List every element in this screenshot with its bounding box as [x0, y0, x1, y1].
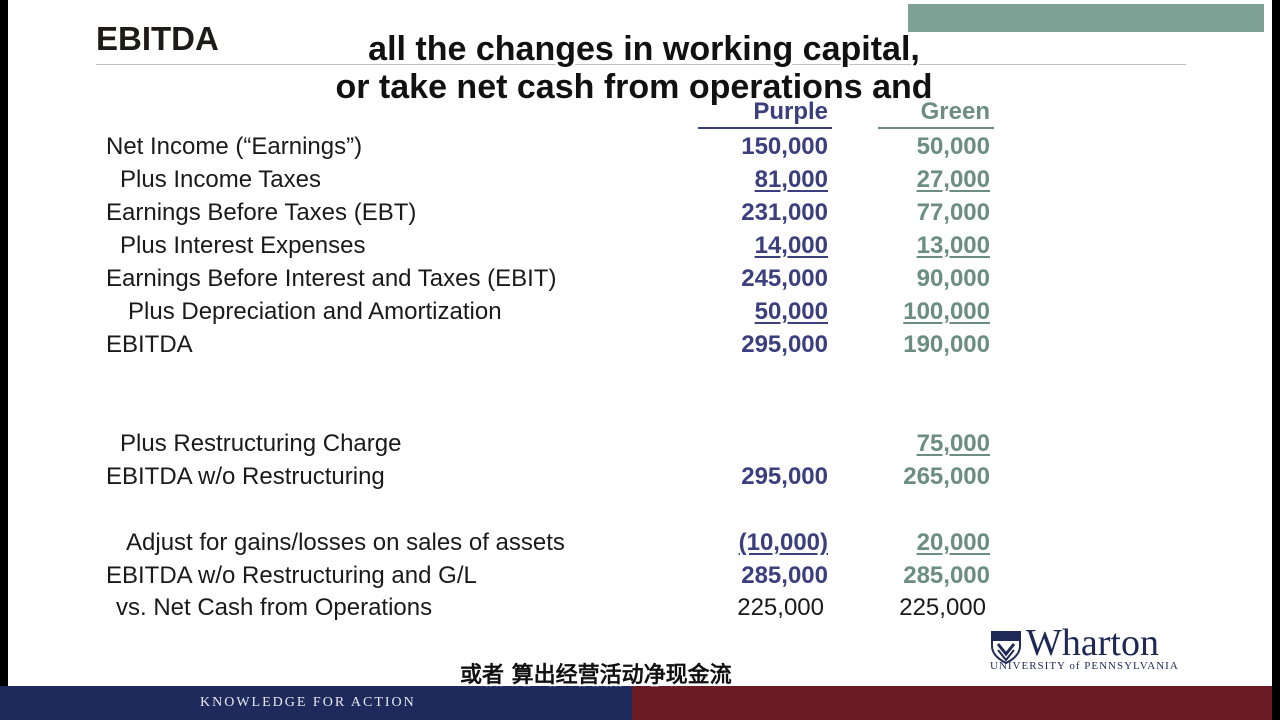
- green-value: 75,000: [916, 430, 990, 457]
- green-value: 285,000: [903, 562, 990, 589]
- table-row: Earnings Before Taxes (EBT) 231,000 77,0…: [8, 197, 1272, 229]
- green-value: 90,000: [916, 265, 990, 292]
- caption-line-2: or take net cash from operations and: [335, 68, 933, 106]
- slide-title: EBITDA: [96, 20, 219, 57]
- green-value: 265,000: [903, 463, 990, 490]
- table-row: Plus Restructuring Charge 75,000: [8, 428, 1272, 460]
- row-label: EBITDA w/o Restructuring and G/L: [106, 562, 477, 589]
- table-row: Adjust for gains/losses on sales of asse…: [8, 527, 1272, 559]
- subtitle-chinese: 或者 算出经营活动净现金流: [460, 663, 732, 688]
- watermark-badge: [908, 4, 1264, 32]
- column-header-rule-green: [878, 127, 994, 129]
- green-value: 20,000: [916, 529, 990, 556]
- purple-value: 150,000: [741, 133, 828, 160]
- column-header-purple: Purple: [753, 98, 828, 125]
- table-row: vs. Net Cash from Operations 225,000 225…: [8, 592, 1272, 624]
- column-header-rule-purple: [698, 127, 832, 129]
- caption-line-1: all the changes in working capital,: [368, 30, 920, 68]
- row-label: EBITDA: [106, 331, 193, 358]
- green-value: 27,000: [916, 166, 990, 193]
- table-row: EBITDA 295,000 190,000: [8, 329, 1272, 361]
- row-label: vs. Net Cash from Operations: [116, 594, 433, 621]
- purple-value: 231,000: [741, 199, 828, 226]
- title-divider: [96, 64, 1186, 65]
- green-value: 100,000: [903, 298, 990, 325]
- green-value: 225,000: [899, 594, 986, 621]
- purple-value: 225,000: [737, 594, 824, 621]
- table-row: Net Income (“Earnings”) 150,000 50,000: [8, 131, 1272, 163]
- green-value: 13,000: [916, 232, 990, 259]
- purple-value: 285,000: [741, 562, 828, 589]
- row-label: Plus Depreciation and Amortization: [128, 298, 502, 325]
- row-label: Earnings Before Interest and Taxes (EBIT…: [106, 265, 557, 292]
- footer-bar-navy: [0, 686, 632, 720]
- logo-subtitle: UNIVERSITY of PENNSYLVANIA: [990, 660, 1179, 672]
- row-label: Net Income (“Earnings”): [106, 133, 363, 160]
- row-label: Plus Income Taxes: [120, 166, 321, 193]
- wharton-logo: Wharton UNIVERSITY of PENNSYLVANIA: [990, 622, 1200, 674]
- row-label: Earnings Before Taxes (EBT): [106, 199, 417, 226]
- row-label: EBITDA w/o Restructuring: [106, 463, 385, 490]
- row-label: Plus Restructuring Charge: [120, 430, 402, 457]
- column-header-green: Green: [920, 98, 990, 125]
- purple-value: 295,000: [741, 331, 828, 358]
- table-row: Earnings Before Interest and Taxes (EBIT…: [8, 263, 1272, 295]
- table-row: Plus Depreciation and Amortization 50,00…: [8, 296, 1272, 328]
- purple-value: 295,000: [741, 463, 828, 490]
- purple-value: (10,000): [738, 529, 828, 556]
- slide: EBITDA Purple Green Net Income (“Earning…: [8, 0, 1272, 720]
- table-row: Plus Income Taxes 81,000 27,000: [8, 164, 1272, 196]
- table-row: EBITDA w/o Restructuring 295,000 265,000: [8, 461, 1272, 493]
- footer-bar-maroon: [632, 686, 1272, 720]
- purple-value: 50,000: [754, 298, 828, 325]
- table-row: Plus Interest Expenses 14,000 13,000: [8, 230, 1272, 262]
- row-label: Adjust for gains/losses on sales of asse…: [126, 529, 565, 556]
- table-row: EBITDA w/o Restructuring and G/L 285,000…: [8, 560, 1272, 592]
- purple-value: 14,000: [754, 232, 828, 259]
- green-value: 50,000: [916, 133, 990, 160]
- green-value: 190,000: [903, 331, 990, 358]
- footer-tagline: KNOWLEDGE FOR ACTION: [200, 695, 416, 710]
- row-label: Plus Interest Expenses: [120, 232, 366, 259]
- green-value: 77,000: [916, 199, 990, 226]
- wharton-shield-icon: [991, 631, 1021, 664]
- logo-wordmark: Wharton: [1026, 622, 1159, 664]
- purple-value: 81,000: [754, 166, 828, 193]
- purple-value: 245,000: [741, 265, 828, 292]
